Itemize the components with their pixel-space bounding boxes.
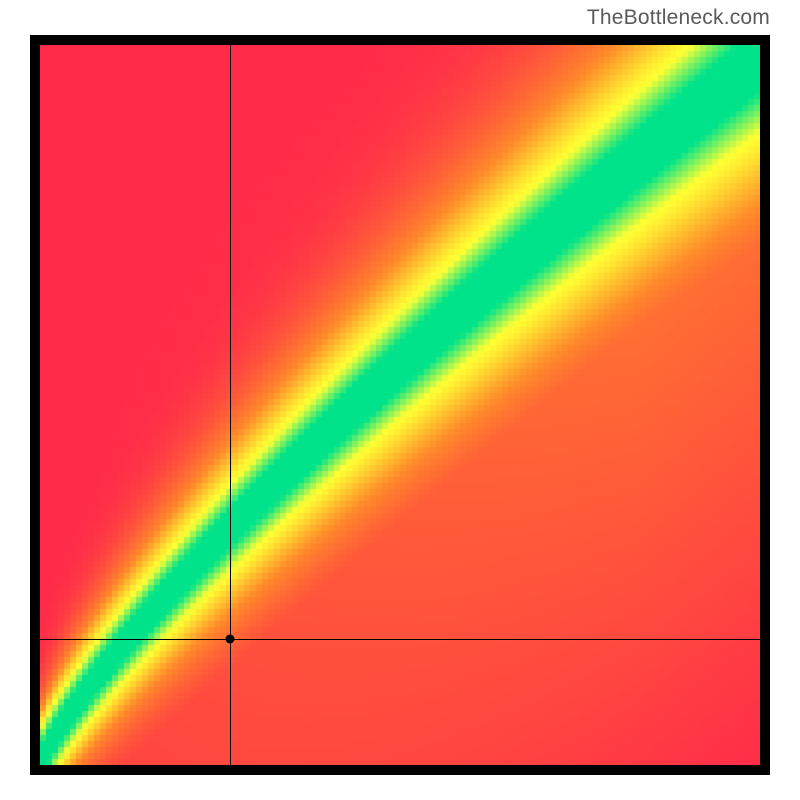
- crosshair-vertical: [230, 45, 231, 765]
- crosshair-marker: [226, 635, 235, 644]
- heatmap-canvas: [40, 45, 760, 765]
- plot-frame: [30, 35, 770, 775]
- plot-area: [40, 45, 760, 765]
- root: TheBottleneck.com: [0, 0, 800, 800]
- crosshair-horizontal: [40, 639, 760, 640]
- watermark-text: TheBottleneck.com: [587, 6, 770, 30]
